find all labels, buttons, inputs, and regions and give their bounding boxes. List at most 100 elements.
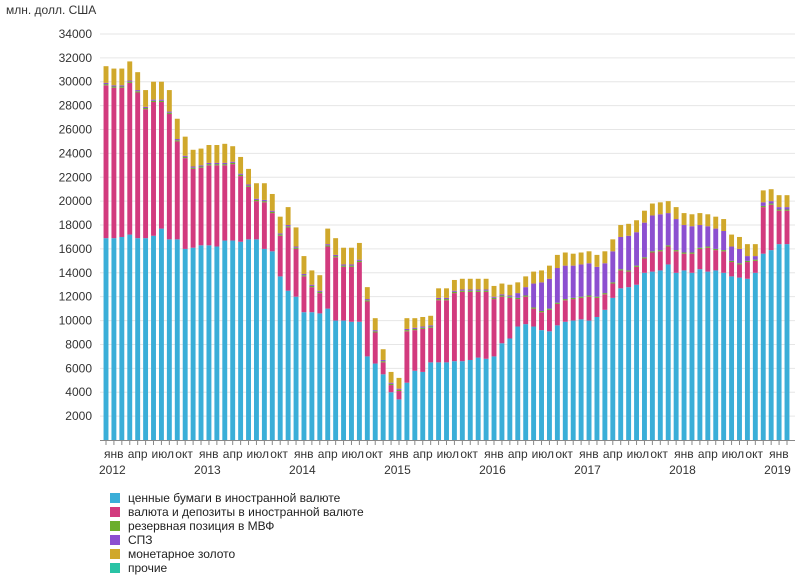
bar-segment bbox=[554, 254, 560, 269]
bar-segment bbox=[230, 146, 236, 162]
bar-segment bbox=[523, 295, 529, 297]
bar-segment bbox=[784, 195, 790, 208]
bar-segment bbox=[539, 311, 544, 313]
bar-segment bbox=[483, 278, 489, 290]
y-tick-label: 16000 bbox=[59, 242, 93, 256]
bar-segment bbox=[784, 210, 790, 245]
bar-segment bbox=[570, 297, 576, 300]
y-tick-label: 12000 bbox=[59, 290, 93, 304]
bar-segment bbox=[182, 156, 188, 159]
bar-segment bbox=[531, 271, 537, 284]
bar-segment bbox=[341, 265, 347, 267]
bar-segment bbox=[602, 294, 608, 310]
bar-segment bbox=[246, 185, 251, 187]
bar-segment bbox=[554, 303, 560, 326]
bar-segment bbox=[404, 331, 410, 383]
bar-segment bbox=[309, 285, 315, 288]
bar-segment bbox=[768, 203, 774, 205]
bar-segment bbox=[594, 254, 600, 267]
bar-segment bbox=[546, 331, 552, 440]
bar-segment bbox=[713, 216, 719, 229]
bar-segment bbox=[436, 288, 442, 298]
bar-segment bbox=[760, 207, 766, 254]
bar-segment bbox=[459, 290, 465, 292]
bar-segment bbox=[349, 264, 354, 266]
bar-segment bbox=[451, 291, 457, 294]
bar-segment bbox=[539, 270, 544, 283]
bar-segment bbox=[444, 299, 449, 301]
bar-segment bbox=[721, 272, 727, 440]
bar-segment bbox=[578, 319, 584, 440]
bar-segment bbox=[285, 225, 291, 227]
bar-segment bbox=[182, 136, 188, 156]
legend-label: ценные бумаги в иностранной валюте bbox=[128, 491, 341, 505]
x-month-label: апр bbox=[128, 447, 148, 461]
bar-segment bbox=[689, 214, 695, 227]
x-month-label: янв bbox=[389, 447, 409, 461]
bar-segment bbox=[586, 251, 592, 264]
bar-segment bbox=[649, 251, 655, 253]
legend-item: прочие bbox=[110, 561, 364, 575]
bar-segment bbox=[174, 139, 180, 141]
bar-segment bbox=[444, 297, 449, 300]
bar-segment bbox=[325, 308, 331, 440]
bar-segment bbox=[420, 371, 426, 440]
y-tick-label: 26000 bbox=[59, 122, 93, 136]
bar-segment bbox=[681, 225, 687, 253]
bar-segment bbox=[697, 247, 703, 249]
legend-label: прочие bbox=[128, 561, 168, 575]
bar-segment bbox=[586, 320, 592, 440]
bar-segment bbox=[768, 201, 774, 204]
bar-segment bbox=[467, 290, 473, 292]
bar-segment bbox=[499, 343, 505, 440]
bar-segment bbox=[626, 223, 632, 236]
bar-segment bbox=[451, 279, 457, 291]
bar-segment bbox=[238, 241, 244, 440]
bar-segment bbox=[539, 330, 544, 440]
x-month-label: июл bbox=[627, 447, 649, 461]
bar-segment bbox=[317, 313, 323, 440]
bar-segment bbox=[436, 362, 442, 440]
y-tick-label: 32000 bbox=[59, 51, 93, 65]
bar-segment bbox=[333, 320, 339, 440]
bar-segment bbox=[269, 211, 275, 214]
bar-segment bbox=[546, 278, 552, 309]
bar-segment bbox=[293, 248, 299, 297]
bar-segment bbox=[246, 239, 251, 440]
bar-segment bbox=[649, 215, 655, 252]
bar-segment bbox=[737, 264, 742, 278]
bar-segment bbox=[341, 247, 347, 265]
legend-label: резервная позиция в МВФ bbox=[128, 519, 275, 533]
bar-segment bbox=[760, 205, 766, 208]
bar-segment bbox=[301, 273, 307, 276]
bar-segment bbox=[412, 330, 418, 371]
bar-segment bbox=[420, 326, 426, 328]
bar-segment bbox=[673, 272, 679, 440]
bar-segment bbox=[372, 332, 378, 364]
bar-segment bbox=[499, 294, 505, 296]
bar-segment bbox=[103, 238, 109, 440]
bar-segment bbox=[491, 356, 497, 440]
bar-segment bbox=[586, 295, 592, 297]
bar-segment bbox=[744, 278, 750, 440]
y-tick-label: 34000 bbox=[59, 27, 93, 41]
bar-segment bbox=[309, 284, 315, 286]
x-month-label: июл bbox=[532, 447, 554, 461]
bar-segment bbox=[261, 183, 267, 200]
bar-segment bbox=[143, 90, 149, 107]
bar-segment bbox=[238, 176, 244, 242]
bar-segment bbox=[713, 228, 719, 249]
bar-segment bbox=[578, 264, 584, 297]
x-month-label: янв bbox=[484, 447, 504, 461]
bar-segment bbox=[784, 207, 790, 210]
x-month-label: апр bbox=[698, 447, 718, 461]
bar-segment bbox=[190, 247, 196, 440]
bar-segment bbox=[475, 291, 481, 358]
bar-segment bbox=[293, 247, 299, 249]
y-tick-label: 22000 bbox=[59, 170, 93, 184]
bar-segment bbox=[285, 207, 291, 226]
bar-segment bbox=[689, 272, 695, 440]
bar-segment bbox=[119, 68, 125, 86]
bar-segment bbox=[428, 326, 434, 328]
legend-item: ценные бумаги в иностранной валюте bbox=[110, 491, 364, 505]
